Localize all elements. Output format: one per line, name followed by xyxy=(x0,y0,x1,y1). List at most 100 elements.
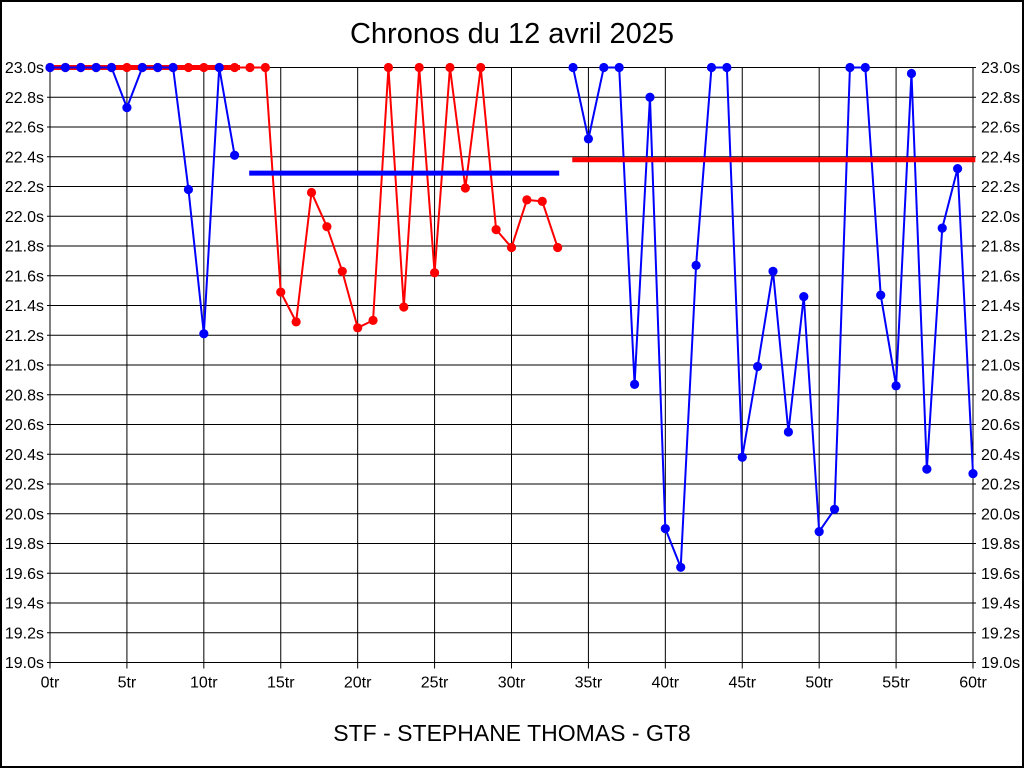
data-point-marker xyxy=(76,62,86,73)
data-point-marker xyxy=(353,323,363,333)
driver-caption: STF - STEPHANE THOMAS - GT8 xyxy=(333,720,691,746)
y-tick-label: 23.0s xyxy=(5,60,44,77)
y-tick-label: 22.8s xyxy=(5,90,44,107)
data-point-marker xyxy=(491,225,501,235)
x-tick-label: 55tr xyxy=(882,675,910,692)
y-tick-label: 20.2s xyxy=(981,477,1020,494)
data-point-marker xyxy=(183,62,194,73)
gridlines xyxy=(47,67,976,669)
y-tick-label: 20.0s xyxy=(981,506,1020,523)
y-tick-label: 21.2s xyxy=(981,328,1020,345)
data-point-marker xyxy=(245,62,255,73)
y-tick-label: 23.0s xyxy=(981,60,1020,77)
data-point-marker xyxy=(291,317,301,327)
data-point-marker xyxy=(445,62,455,73)
data-point-marker xyxy=(676,562,686,572)
data-point-marker xyxy=(876,290,886,300)
series-red-driver-laps xyxy=(45,62,563,333)
y-tick-label: 19.4s xyxy=(981,596,1020,613)
data-point-marker xyxy=(645,92,655,102)
data-point-marker xyxy=(537,196,547,206)
y-tick-label: 19.6s xyxy=(5,566,44,583)
data-point-marker xyxy=(953,164,963,174)
data-point-marker xyxy=(153,62,163,73)
y-tick-label: 19.6s xyxy=(981,566,1020,583)
series-blue-driver-stint-1 xyxy=(45,62,240,339)
y-tick-label: 22.6s xyxy=(5,120,44,137)
data-point-marker xyxy=(276,287,286,297)
data-point-marker xyxy=(106,62,117,73)
y-tick-label: 21.4s xyxy=(5,298,44,315)
y-tick-label: 20.4s xyxy=(981,447,1020,464)
y-tick-label: 19.8s xyxy=(981,536,1020,553)
data-point-marker xyxy=(322,222,332,232)
data-point-marker xyxy=(183,184,194,195)
y-tick-label: 21.0s xyxy=(981,358,1020,375)
data-point-marker xyxy=(722,62,732,73)
y-tick-label: 19.8s xyxy=(5,536,44,553)
data-point-marker xyxy=(60,62,70,73)
data-point-marker xyxy=(383,62,394,73)
x-tick-label: 35tr xyxy=(575,675,603,692)
data-point-marker xyxy=(583,134,594,144)
data-point-marker xyxy=(614,62,624,73)
data-point-marker xyxy=(137,62,147,73)
y-tick-label: 20.0s xyxy=(5,506,44,523)
x-tick-label: 5tr xyxy=(118,675,137,692)
y-tick-label: 21.4s xyxy=(981,298,1020,315)
data-point-marker xyxy=(91,62,101,73)
y-tick-label: 22.0s xyxy=(5,209,44,226)
data-point-marker xyxy=(122,103,132,113)
y-tick-label: 22.6s xyxy=(981,120,1020,137)
data-point-marker xyxy=(522,195,532,205)
data-point-marker xyxy=(860,62,870,73)
y-tick-label: 20.2s xyxy=(5,477,44,494)
series-line xyxy=(50,66,559,329)
y-tick-label: 22.0s xyxy=(981,209,1020,226)
y-tick-label: 21.2s xyxy=(5,328,44,345)
data-point-marker xyxy=(476,62,486,73)
y-tick-label: 22.4s xyxy=(5,149,44,166)
data-point-marker xyxy=(337,266,347,276)
x-tick-label: 40tr xyxy=(652,675,680,692)
data-point-marker xyxy=(260,62,270,73)
x-tick-label: 15tr xyxy=(267,675,295,692)
y-tick-label: 19.2s xyxy=(5,625,44,642)
y-tick-label: 21.6s xyxy=(981,268,1020,285)
data-point-marker xyxy=(168,62,178,73)
data-point-marker xyxy=(414,62,424,73)
data-point-marker xyxy=(429,268,440,278)
data-point-marker xyxy=(922,464,932,474)
data-point-marker xyxy=(906,68,917,79)
data-point-marker xyxy=(368,315,378,325)
y-axis-labels-right: 23.0s 22.8s 22.6s 22.4s 22.2s 22.0s 21.8s 21.6s… xyxy=(981,60,1020,672)
x-tick-label: 25tr xyxy=(421,675,449,692)
data-point-marker xyxy=(799,291,809,302)
data-point-marker xyxy=(199,329,209,339)
data-point-marker xyxy=(829,504,840,514)
x-tick-label: 30tr xyxy=(498,675,526,692)
y-tick-label: 20.8s xyxy=(981,387,1020,404)
y-tick-label: 20.6s xyxy=(5,417,44,434)
y-tick-label: 19.0s xyxy=(981,655,1020,672)
y-tick-label: 19.0s xyxy=(5,655,44,672)
x-axis-labels: 0tr 5tr 10tr 15tr 20tr 25tr 30tr 35tr 40tr 45tr 50… xyxy=(41,675,988,692)
data-point-marker xyxy=(199,62,209,73)
data-point-marker xyxy=(691,260,701,270)
data-point-marker xyxy=(230,150,240,160)
data-point-marker xyxy=(768,266,778,276)
y-tick-label: 21.8s xyxy=(981,239,1020,256)
data-point-marker xyxy=(814,527,824,537)
data-point-marker xyxy=(553,242,563,253)
y-tick-label: 22.2s xyxy=(5,179,44,196)
x-tick-label: 50tr xyxy=(805,675,833,692)
data-point-marker xyxy=(706,62,717,73)
data-point-marker xyxy=(845,62,855,73)
chart-title: Chronos du 12 avril 2025 xyxy=(349,18,675,50)
data-point-marker xyxy=(568,62,578,73)
data-point-marker xyxy=(45,62,55,73)
y-axis-labels-left: 23.0s 22.8s 22.6s 22.4s 22.2s 22.0s 21.8s 21.6s… xyxy=(5,60,44,672)
data-point-marker xyxy=(230,62,240,73)
x-tick-label: 0tr xyxy=(41,675,60,692)
